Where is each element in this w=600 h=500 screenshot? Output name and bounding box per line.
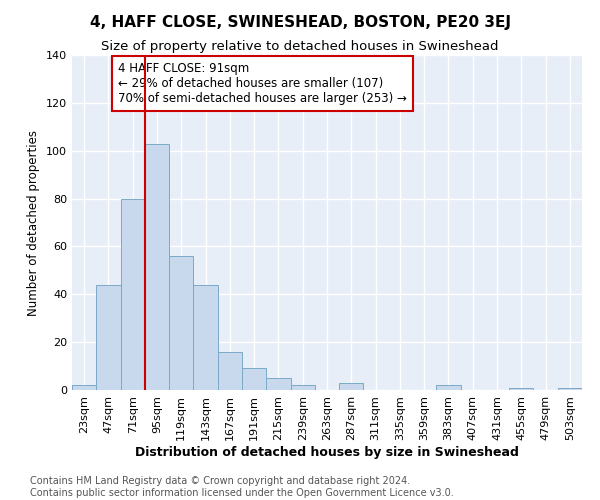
Text: 4, HAFF CLOSE, SWINESHEAD, BOSTON, PE20 3EJ: 4, HAFF CLOSE, SWINESHEAD, BOSTON, PE20 … [89,15,511,30]
Bar [290,385,315,390]
Bar [436,385,461,390]
Bar [72,385,96,390]
Bar [266,378,290,390]
Bar [145,144,169,390]
Text: 4 HAFF CLOSE: 91sqm
← 29% of detached houses are smaller (107)
70% of semi-detac: 4 HAFF CLOSE: 91sqm ← 29% of detached ho… [118,62,407,104]
X-axis label: Distribution of detached houses by size in Swineshead: Distribution of detached houses by size … [135,446,519,458]
Bar [509,388,533,390]
Text: Size of property relative to detached houses in Swineshead: Size of property relative to detached ho… [101,40,499,53]
Bar [339,383,364,390]
Bar [218,352,242,390]
Y-axis label: Number of detached properties: Number of detached properties [28,130,40,316]
Bar [96,284,121,390]
Bar [242,368,266,390]
Bar [169,256,193,390]
Bar [193,284,218,390]
Bar [558,388,582,390]
Text: Contains HM Land Registry data © Crown copyright and database right 2024.
Contai: Contains HM Land Registry data © Crown c… [30,476,454,498]
Bar [121,198,145,390]
